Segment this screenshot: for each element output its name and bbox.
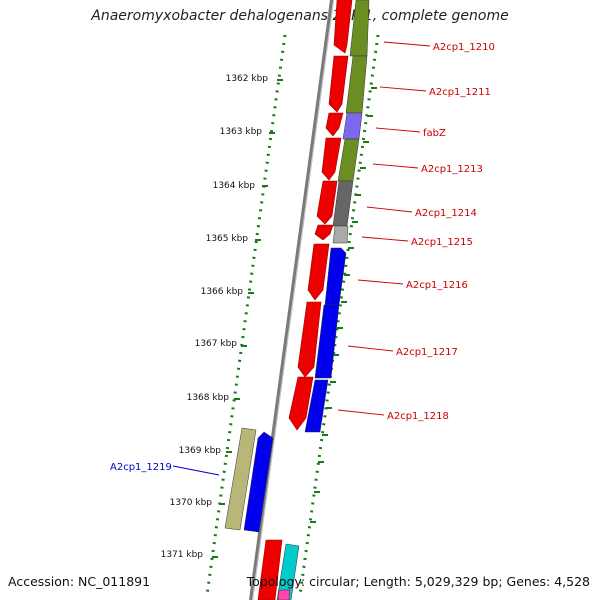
gene-label[interactable]: A2cp1_1210: [433, 42, 495, 53]
genome-backbone: [249, 0, 334, 600]
genome-backbone-highlight: [252, 0, 334, 600]
gene-A2cp1_1215[interactable]: [332, 225, 349, 244]
scale-label: 1371 kbp: [161, 550, 204, 560]
forward-gene[interactable]: [257, 539, 283, 600]
forward-gene[interactable]: [314, 224, 334, 241]
gene-label[interactable]: A2cp1_1216: [406, 280, 468, 291]
gene-label[interactable]: A2cp1_1211: [429, 87, 491, 98]
gene-A2cp1_1213[interactable]: [337, 138, 360, 182]
scale-dotted-line-left: [205, 34, 287, 596]
scale-label: 1363 kbp: [220, 127, 263, 137]
scale-ticks-right: [310, 87, 377, 523]
gene-pink-bottom[interactable]: [277, 589, 291, 600]
forward-gene[interactable]: [297, 301, 322, 378]
forward-gene[interactable]: [325, 112, 344, 137]
forward-gene[interactable]: [321, 137, 342, 181]
forward-gene[interactable]: [328, 55, 349, 113]
gene-label-highlighted[interactable]: A2cp1_1219: [110, 462, 172, 473]
topology-text: Topology: circular; Length: 5,029,329 bp…: [246, 574, 590, 589]
map-title: Anaeromyxobacter dehalogenans 2CP-1, com…: [91, 8, 509, 24]
forward-gene[interactable]: [288, 376, 314, 431]
forward-gene[interactable]: [333, 0, 353, 54]
gene-A2cp1_1217[interactable]: [314, 304, 340, 379]
gene-cyan-bottom[interactable]: [276, 543, 300, 600]
gene-label[interactable]: A2cp1_1213: [421, 164, 483, 175]
scale-label: 1369 kbp: [179, 446, 222, 456]
gene-label[interactable]: A2cp1_1215: [411, 237, 473, 248]
gene-label[interactable]: A2cp1_1214: [415, 208, 477, 219]
gene-A2cp1_1219[interactable]: [224, 427, 257, 531]
scale-label: 1366 kbp: [201, 287, 244, 297]
accession-text: Accession: NC_011891: [8, 574, 151, 589]
label-connector-highlight: [172, 465, 220, 476]
scale-label: 1368 kbp: [187, 393, 230, 403]
gene-A2cp1_1210[interactable]: [349, 0, 370, 57]
gene-label[interactable]: fabZ: [423, 128, 446, 139]
forward-gene[interactable]: [307, 243, 330, 301]
gene-fabZ[interactable]: [342, 112, 363, 140]
scale-label: 1367 kbp: [195, 339, 238, 349]
gene-label[interactable]: A2cp1_1217: [396, 347, 458, 358]
scale-label: 1362 kbp: [226, 74, 269, 84]
gene-A2cp1_1218[interactable]: [304, 379, 329, 433]
scale-ticks-left: [212, 79, 283, 558]
gene-label[interactable]: A2cp1_1218: [387, 411, 449, 422]
gene-A2cp1_1211[interactable]: [345, 55, 368, 114]
scale-label: 1364 kbp: [213, 181, 256, 191]
gene-blue-1219-adjacent[interactable]: [243, 431, 274, 533]
scale-label: 1370 kbp: [170, 498, 213, 508]
gene-A2cp1_1216[interactable]: [324, 247, 347, 306]
scale-label: 1365 kbp: [206, 234, 249, 244]
forward-gene[interactable]: [316, 180, 338, 225]
